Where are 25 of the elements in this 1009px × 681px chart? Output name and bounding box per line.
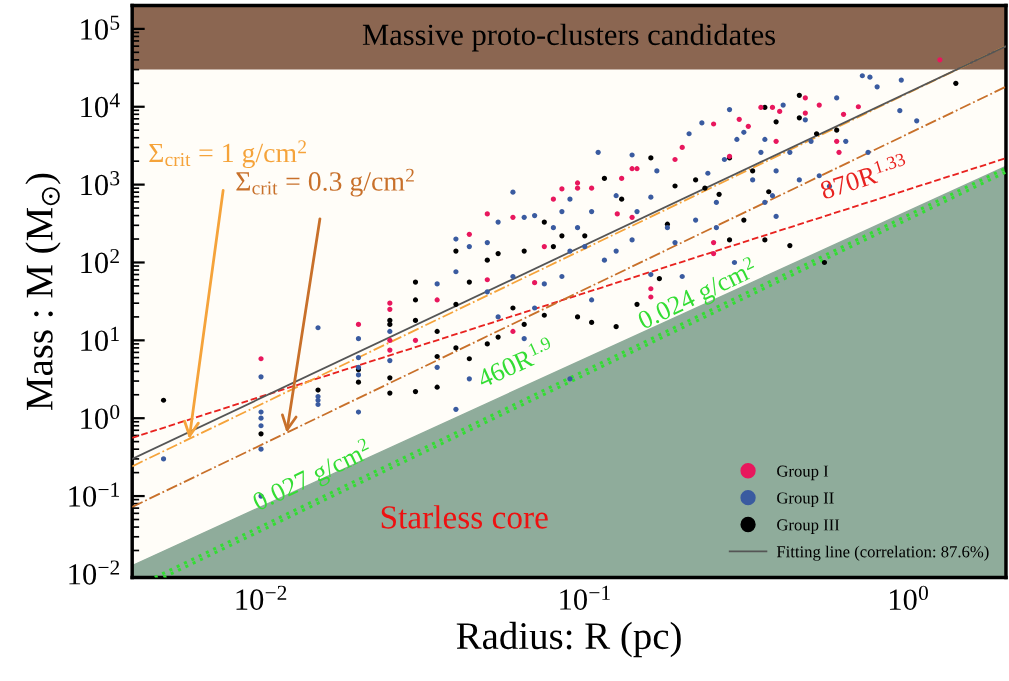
y-tick-label: 10$^{0}$ (81, 404, 120, 430)
x-tick-label: 10$^{−2}$ (236, 585, 287, 610)
legend-label: Group II (777, 492, 834, 508)
x-tick-label: 10$^{0}$ (889, 585, 928, 611)
y-tick-label: 10$^{−1}$ (69, 482, 119, 507)
legend-label: Group III (777, 519, 840, 534)
legend-label: Group I (777, 465, 829, 481)
y-tick-label: 10$^{2}$ (81, 248, 119, 274)
y-tick-label: 10$^{4}$ (81, 93, 120, 118)
y-tick-label: 10$^{5}$ (81, 15, 120, 40)
x-tick-label: 10$^{−1}$ (560, 585, 610, 610)
band-label: Massive proto-clusters candidates (362, 23, 775, 52)
y-axis-title: Mass : M (M$_{⊙}$) (25, 173, 61, 410)
legend-label: Fitting line (correlation: 87.6%) (776, 545, 989, 561)
y-tick-label: 10$^{−2}$ (69, 560, 120, 585)
annotation: 870R$^{1.33}$ (818, 152, 909, 200)
annotation: Σ$_{crit}$ = 1 g/cm$^{2}$ (149, 140, 306, 169)
annotation: Σ$_{crit}$ = 0.3 g/cm$^{2}$ (236, 168, 414, 197)
annotation: 460R$^{1.9}$ (474, 336, 556, 389)
y-tick-label: 10$^{1}$ (81, 326, 119, 352)
annotation: 0.027 g/cm$^{2}$ (249, 437, 376, 517)
y-tick-label: 10$^{3}$ (81, 171, 120, 196)
x-axis-title: Radius: R (pc) (456, 621, 681, 658)
annotation: Starless core (381, 505, 548, 529)
annotation: 0.024 g/cm$^{2}$ (635, 256, 761, 335)
